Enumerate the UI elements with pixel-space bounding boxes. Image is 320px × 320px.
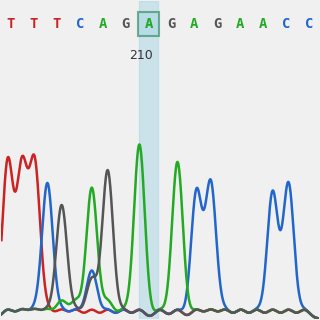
Text: A: A (236, 17, 244, 31)
Text: C: C (76, 17, 84, 31)
Text: 210: 210 (129, 49, 152, 62)
Text: T: T (7, 17, 15, 31)
Text: G: G (167, 17, 176, 31)
FancyBboxPatch shape (138, 12, 159, 36)
Text: A: A (144, 17, 153, 31)
Text: G: G (213, 17, 221, 31)
Text: C: C (282, 17, 290, 31)
Text: T: T (30, 17, 38, 31)
Text: A: A (99, 17, 107, 31)
Text: C: C (305, 17, 313, 31)
Text: A: A (259, 17, 268, 31)
Text: G: G (121, 17, 130, 31)
Text: T: T (52, 17, 61, 31)
Text: A: A (190, 17, 199, 31)
Text: A: A (144, 17, 153, 31)
Bar (139, 1, 158, 319)
